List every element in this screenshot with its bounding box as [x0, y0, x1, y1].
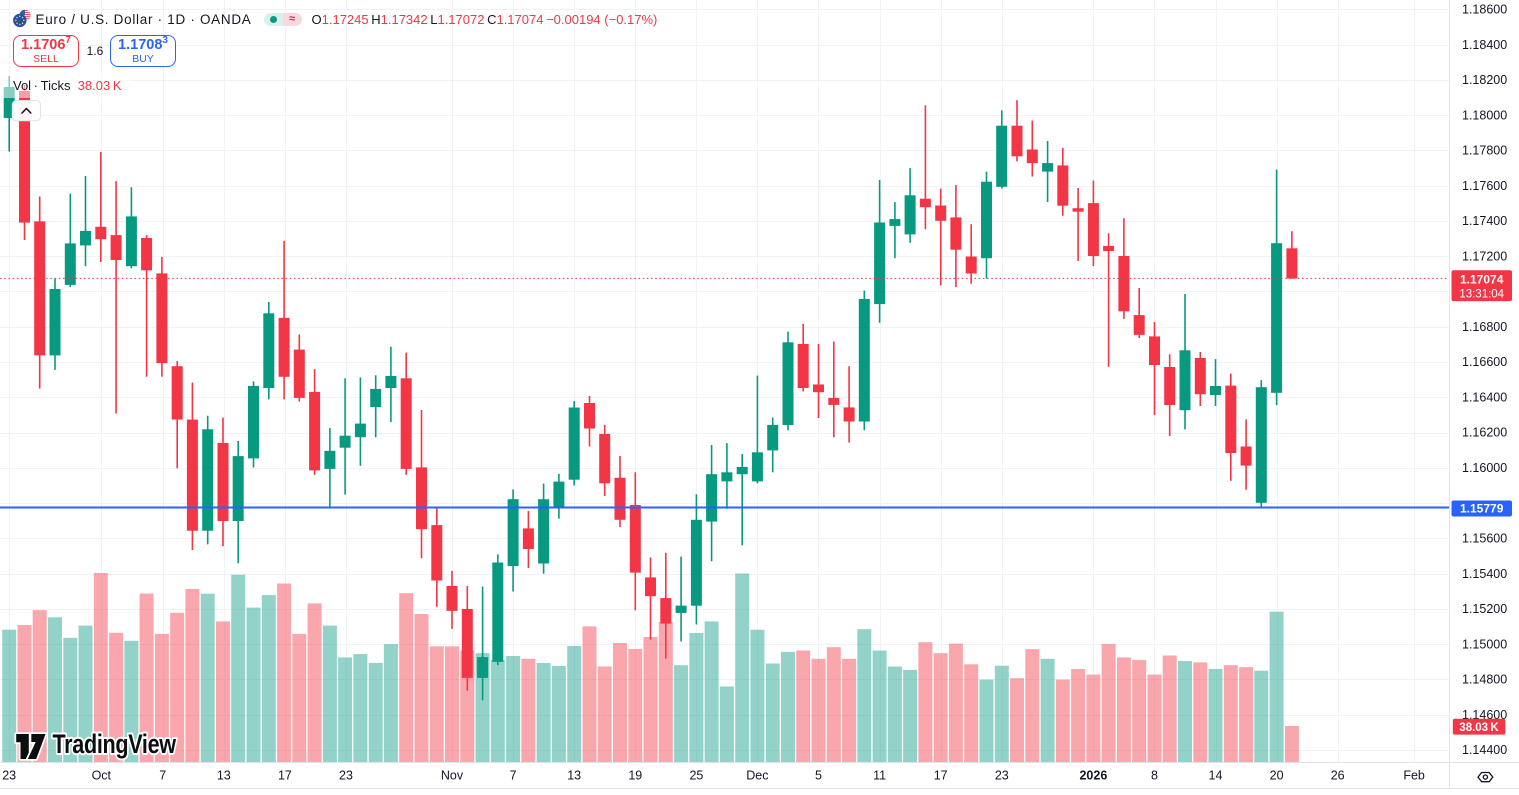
svg-text:1.14600: 1.14600: [1462, 708, 1507, 722]
svg-text:7: 7: [510, 769, 517, 783]
svg-text:11: 11: [873, 769, 886, 783]
svg-text:Oct: Oct: [92, 769, 112, 783]
svg-text:1.15400: 1.15400: [1462, 567, 1507, 581]
svg-text:23: 23: [2, 769, 16, 783]
svg-text:13:31:04: 13:31:04: [1459, 289, 1504, 301]
svg-text:38.03 K: 38.03 K: [1459, 722, 1499, 734]
svg-text:Feb: Feb: [1403, 769, 1425, 783]
svg-text:1.17074: 1.17074: [1460, 272, 1504, 286]
svg-text:1.18400: 1.18400: [1462, 38, 1507, 52]
svg-text:8: 8: [1151, 769, 1158, 783]
svg-text:1.18000: 1.18000: [1462, 108, 1507, 122]
svg-text:1.18200: 1.18200: [1462, 73, 1507, 87]
svg-text:25: 25: [689, 769, 703, 783]
svg-text:5: 5: [815, 769, 822, 783]
svg-text:14: 14: [1209, 769, 1223, 783]
svg-text:17: 17: [278, 769, 292, 783]
svg-text:1.15600: 1.15600: [1462, 532, 1507, 546]
svg-text:19: 19: [628, 769, 642, 783]
svg-text:1.15200: 1.15200: [1462, 602, 1507, 616]
svg-text:26: 26: [1331, 769, 1345, 783]
svg-text:1.14800: 1.14800: [1462, 673, 1507, 687]
svg-text:20: 20: [1270, 769, 1284, 783]
svg-text:23: 23: [339, 769, 353, 783]
svg-text:7: 7: [159, 769, 166, 783]
svg-text:1.17800: 1.17800: [1462, 144, 1507, 158]
svg-text:1.15779: 1.15779: [1460, 502, 1504, 516]
svg-text:2026: 2026: [1079, 769, 1107, 783]
svg-text:1.16200: 1.16200: [1462, 426, 1507, 440]
svg-text:1.16600: 1.16600: [1462, 355, 1507, 369]
svg-text:17: 17: [934, 769, 948, 783]
svg-text:Dec: Dec: [746, 769, 768, 783]
svg-text:1.17200: 1.17200: [1462, 249, 1507, 263]
svg-text:1.16000: 1.16000: [1462, 461, 1507, 475]
svg-text:1.14400: 1.14400: [1462, 743, 1507, 757]
svg-text:1.16800: 1.16800: [1462, 320, 1507, 334]
svg-text:1.18600: 1.18600: [1462, 3, 1507, 17]
svg-text:23: 23: [995, 769, 1009, 783]
svg-text:1.15000: 1.15000: [1462, 637, 1507, 651]
svg-text:1.16400: 1.16400: [1462, 391, 1507, 405]
svg-text:13: 13: [567, 769, 581, 783]
svg-text:1.17400: 1.17400: [1462, 214, 1507, 228]
svg-text:Nov: Nov: [441, 769, 464, 783]
svg-text:TradingView: TradingView: [53, 730, 177, 760]
svg-text:13: 13: [217, 769, 231, 783]
svg-text:1.17600: 1.17600: [1462, 179, 1507, 193]
